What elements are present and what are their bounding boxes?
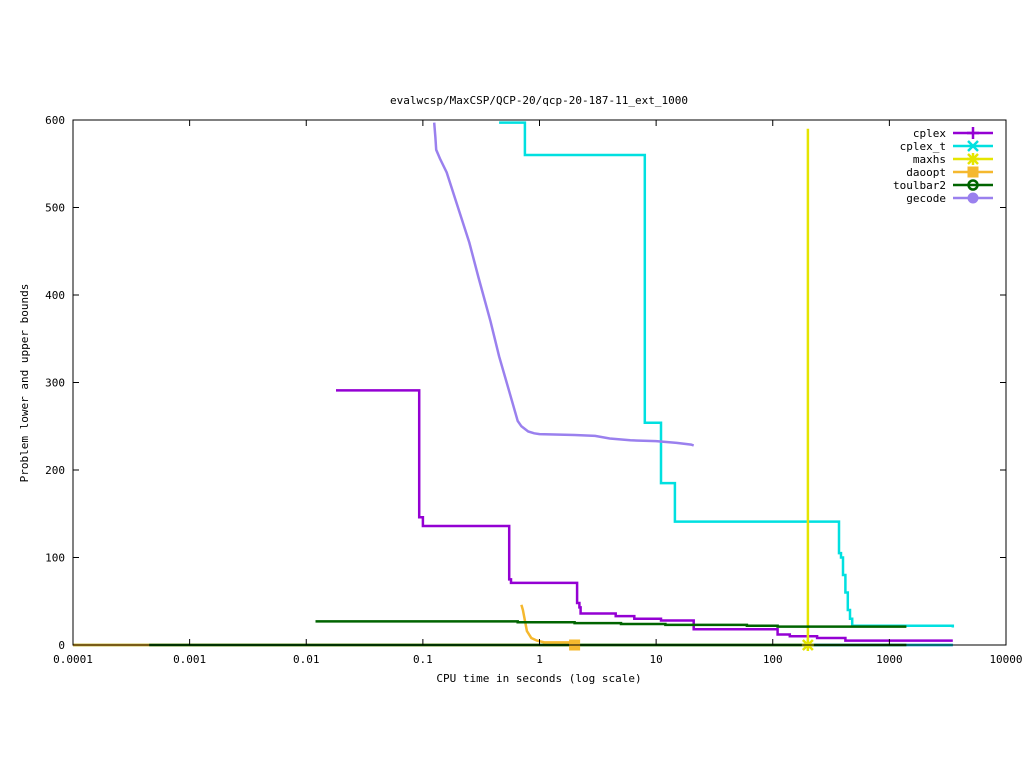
plot-frame [72,119,1007,646]
y-tick-label: 300 [45,377,65,390]
x-tick-label: 0.01 [293,653,320,666]
x-tick-label: 10 [650,653,663,666]
y-tick-label: 600 [45,114,65,127]
y-tick-label: 0 [58,639,65,652]
legend-marker [967,179,979,191]
legend-marker [967,127,979,139]
legend-item-daoopt: daoopt [906,166,993,179]
x-tick-label: 10000 [989,653,1022,666]
x-tick-label: 0.001 [173,653,206,666]
legend-item-cplex-t: cplex_t [900,140,993,153]
y-tick-label: 100 [45,552,65,565]
legend-item-cplex: cplex [913,127,993,140]
legend-label: cplex [913,127,946,140]
legend-item-toulbar2: toulbar2 [893,179,993,192]
series-gecode-line [432,122,695,447]
x-axis-label: CPU time in seconds (log scale) [436,672,641,685]
legend-label: maxhs [913,153,946,166]
legend-marker [967,192,979,204]
x-tick-label: 100 [763,653,783,666]
legend-label: toulbar2 [893,179,946,192]
axis-ticks: 0.0001 0.001 0.01 0.1 1 10 100 1000 10000 0 100 200… [45,114,1022,666]
legend-label: cplex_t [900,140,946,153]
y-axis-label: Problem lower and upper bounds [18,284,31,483]
y-tick-label: 200 [45,464,65,477]
x-tick-label: 1 [536,653,543,666]
series-toulbar2-line [315,620,907,628]
plot-series [73,121,955,651]
x-tick-label: 1000 [876,653,903,666]
series-cplex-line [336,389,953,642]
x-tick-label: 0.1 [413,653,433,666]
series-daoopt-line [520,604,575,644]
legend-item-gecode: gecode [906,192,993,205]
y-tick-label: 400 [45,289,65,302]
x-tick-label: 0.0001 [53,653,93,666]
legend-marker [967,166,979,178]
legend-label: gecode [906,192,946,205]
series-cplex-t-line [499,121,955,628]
y-tick-label: 500 [45,202,65,215]
legend-marker [967,140,979,152]
legend-item-maxhs: maxhs [913,153,993,166]
legend-label: daoopt [906,166,946,179]
chart-title: evalwcsp/MaxCSP/QCP-20/qcp-20-187-11_ext… [390,94,688,107]
legend-marker [967,153,979,165]
